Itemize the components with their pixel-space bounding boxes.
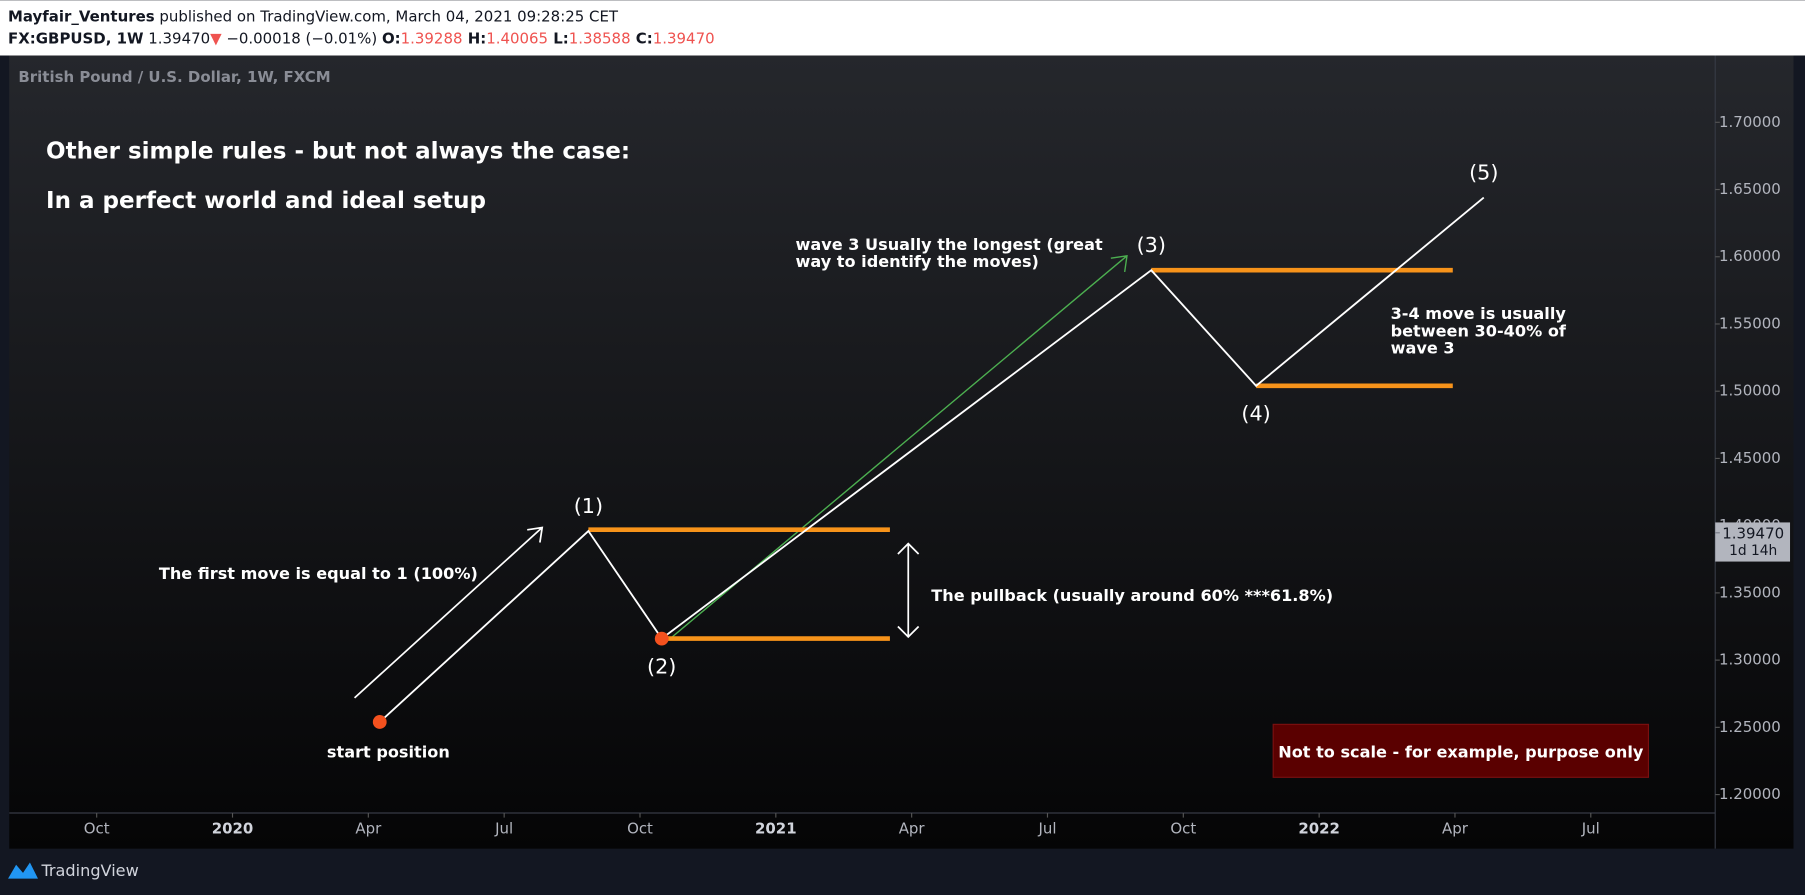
l-label: L: <box>548 29 569 47</box>
tv-logo <box>8 862 38 879</box>
y-tick-label: 1.25000 <box>1719 718 1781 736</box>
header-line2: FX:GBPUSD, 1W 1.39470▼ −0.00018 (−0.01%)… <box>8 29 715 47</box>
note-wave3: way to identify the moves) <box>795 252 1038 271</box>
c-label: C: <box>631 29 653 47</box>
y-tick-label: 1.45000 <box>1719 449 1781 467</box>
wave-dot <box>372 715 387 729</box>
note-move34: 3-4 move is usually <box>1391 304 1567 323</box>
note-start: start position <box>327 743 450 762</box>
x-tick-label: Jul <box>1037 820 1056 838</box>
note-pullback: The pullback (usually around 60% ***61.8… <box>931 586 1333 605</box>
y-tick-label: 1.65000 <box>1719 180 1781 198</box>
countdown: 1d 14h <box>1729 543 1777 559</box>
o: 1.39288 <box>401 29 463 47</box>
wave-label: (2) <box>647 654 676 678</box>
h-label: H: <box>462 29 486 47</box>
c: 1.39470 <box>653 29 715 47</box>
symbol: FX:GBPUSD, 1W <box>8 29 144 47</box>
chart-subtitle: British Pound / U.S. Dollar, 1W, FXCM <box>18 68 330 86</box>
y-tick-label: 1.20000 <box>1719 785 1781 803</box>
x-tick-label: Apr <box>1442 820 1469 838</box>
x-tick-label: Oct <box>627 820 653 838</box>
note-first: The first move is equal to 1 (100%) <box>159 564 478 583</box>
first-arrow <box>353 526 544 699</box>
x-tick-label: Apr <box>355 820 382 838</box>
x-tick-label: Oct <box>1170 820 1196 838</box>
x-tick-label: 2020 <box>212 820 254 838</box>
note-move34: wave 3 <box>1391 339 1455 358</box>
y-tick-label: 1.55000 <box>1719 314 1781 332</box>
last: 1.39470 <box>144 29 211 47</box>
y-tick-label: 1.35000 <box>1719 583 1781 601</box>
brand: TradingView <box>40 861 138 880</box>
note-title: Other simple rules - but not always the … <box>46 139 630 165</box>
y-tick-label: 1.50000 <box>1719 382 1781 400</box>
published: published on TradingView.com, March 04, … <box>155 7 619 25</box>
y-tick-label: 1.60000 <box>1719 247 1781 265</box>
note-move34: between 30-40% of <box>1391 321 1567 340</box>
wave-label: (3) <box>1137 233 1166 257</box>
note-wave3: wave 3 Usually the longest (great <box>795 235 1103 254</box>
note-subtitle: In a perfect world and ideal setup <box>46 188 486 214</box>
x-tick-label: 2022 <box>1298 820 1340 838</box>
wave-label: (5) <box>1469 160 1498 184</box>
down-arrow: ▼ <box>210 29 222 47</box>
change: −0.00018 (−0.01%) <box>222 29 382 47</box>
header-line1: Mayfair_Ventures published on TradingVie… <box>8 7 619 25</box>
price-label-bg <box>1715 522 1791 562</box>
l: 1.38588 <box>569 29 631 47</box>
disclaimer: Not to scale - for example, purpose only <box>1278 743 1644 762</box>
wave-dot <box>654 631 669 646</box>
x-tick-label: Apr <box>899 820 926 838</box>
header-bg <box>0 0 1805 56</box>
x-tick-label: Oct <box>84 820 110 838</box>
h: 1.40065 <box>486 29 548 47</box>
wave-line <box>379 196 1485 723</box>
y-tick-label: 1.30000 <box>1719 651 1781 669</box>
author: Mayfair_Ventures <box>8 7 155 25</box>
x-tick-label: 2021 <box>755 820 797 838</box>
x-tick-label: Jul <box>1581 820 1600 838</box>
x-tick-label: Jul <box>494 820 513 838</box>
wave-label: (4) <box>1241 402 1270 426</box>
chart-bg <box>9 55 1794 849</box>
price-label: 1.39470 <box>1722 524 1784 542</box>
pullback-arrow <box>897 542 920 639</box>
wave-label: (1) <box>574 494 603 518</box>
o-label: O: <box>382 29 401 47</box>
y-tick-label: 1.70000 <box>1719 113 1781 131</box>
disclaimer-box <box>1272 723 1650 778</box>
